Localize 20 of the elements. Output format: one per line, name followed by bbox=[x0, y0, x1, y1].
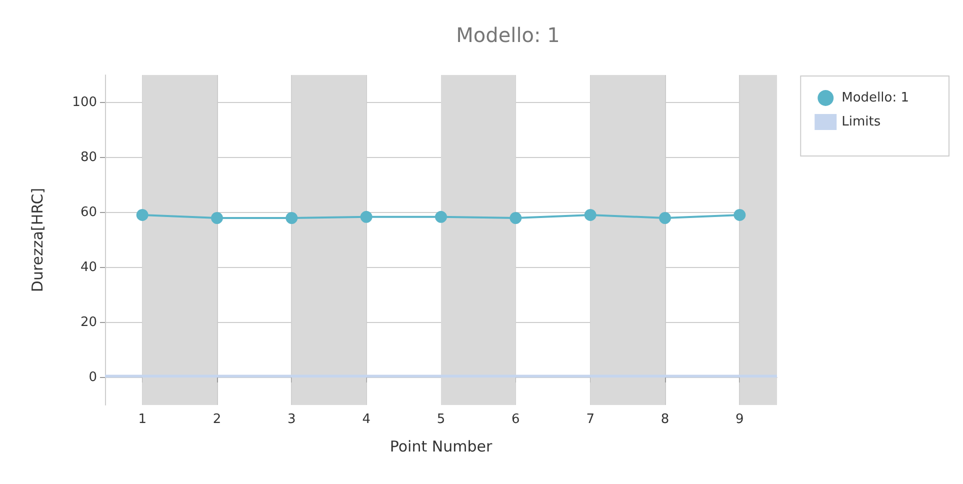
y-tick-label: 80 bbox=[80, 150, 97, 165]
x-tick-label: 5 bbox=[436, 412, 446, 427]
legend-label: Modello: 1 bbox=[842, 90, 910, 106]
x-tick-label: 3 bbox=[288, 412, 296, 427]
x-tick-label: 8 bbox=[660, 412, 670, 427]
x-tick-label: 4 bbox=[362, 412, 370, 427]
x-tick-label: 1 bbox=[138, 412, 146, 427]
y-axis-title: Durezza[HRC] bbox=[28, 188, 46, 292]
x-tick-label: 6 bbox=[512, 412, 520, 427]
legend-label: Limits bbox=[842, 114, 881, 130]
y-tick-label: 100 bbox=[72, 95, 97, 110]
x-tick-label: 2 bbox=[212, 412, 222, 427]
x-tick-label: 7 bbox=[586, 412, 594, 427]
y-tick-label: 60 bbox=[80, 205, 97, 220]
y-tick-label: 0 bbox=[88, 370, 97, 385]
x-axis-title: Point Number bbox=[390, 438, 493, 456]
y-tick-label: 40 bbox=[80, 260, 97, 275]
x-tick-label: 9 bbox=[736, 412, 744, 427]
chart-title: Modello: 1 bbox=[456, 23, 560, 47]
y-tick-label: 20 bbox=[80, 315, 97, 330]
